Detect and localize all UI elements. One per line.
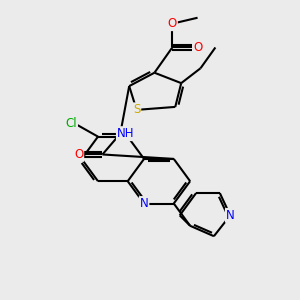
Text: N: N: [140, 197, 148, 210]
Text: S: S: [133, 103, 140, 116]
Text: O: O: [74, 148, 83, 161]
Text: N: N: [226, 209, 235, 222]
Text: O: O: [193, 41, 202, 54]
Text: Cl: Cl: [65, 117, 77, 130]
Text: NH: NH: [117, 127, 134, 140]
Text: O: O: [168, 17, 177, 30]
